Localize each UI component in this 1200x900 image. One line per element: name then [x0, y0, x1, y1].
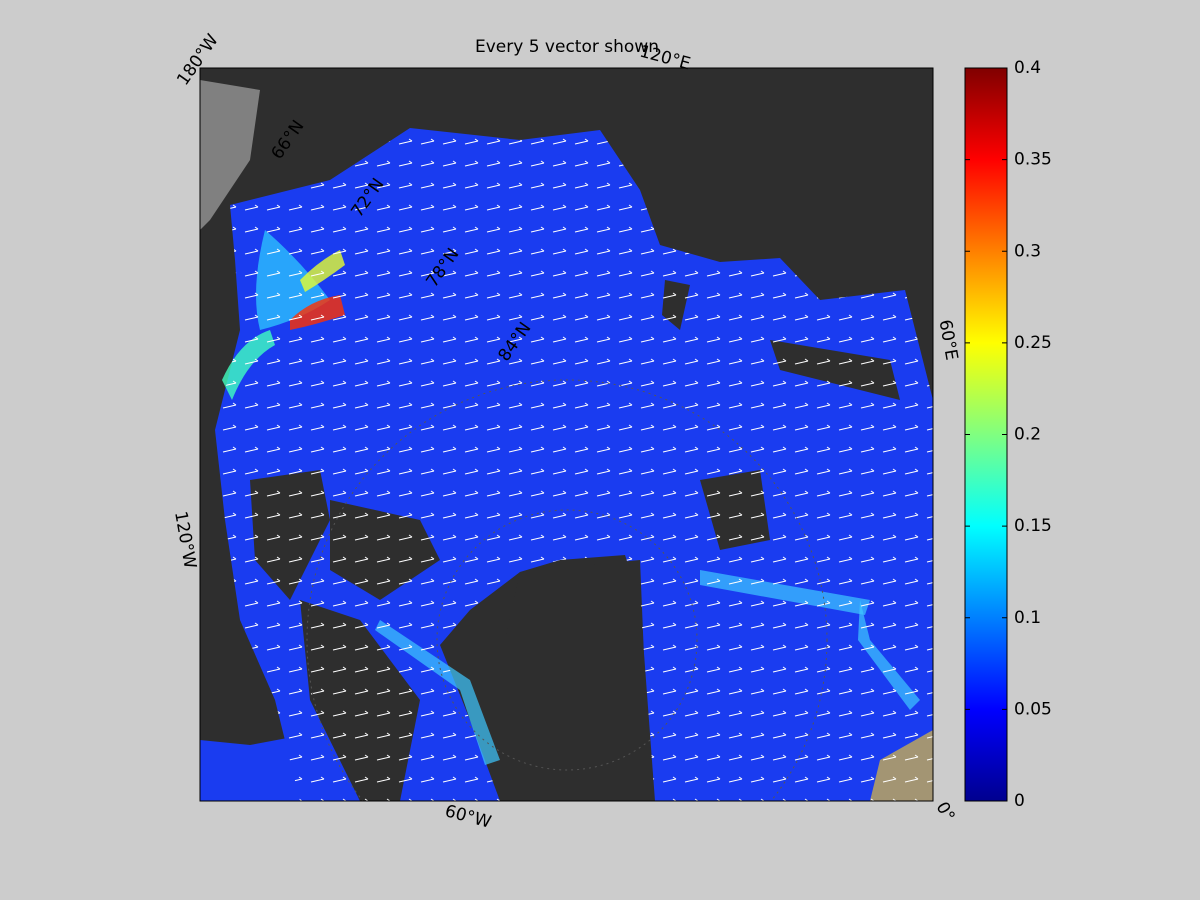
- colorbar-tick-label: 0.3: [1014, 241, 1041, 261]
- colorbar-tick-label: 0.1: [1014, 608, 1041, 628]
- colorbar-tick-label: 0.4: [1014, 58, 1041, 78]
- plot-frame: [199, 67, 934, 802]
- graticule: [306, 379, 828, 801]
- outside-domain: [200, 80, 260, 230]
- title: Every 5 vector shown: [475, 37, 659, 57]
- lon-label: 60°E: [935, 318, 962, 362]
- velocity-vectors: [215, 128, 933, 801]
- colorbar-tick-label: 0.25: [1014, 333, 1052, 353]
- lon-label: 60°W: [443, 801, 494, 833]
- colorbar-tick-label: 0.15: [1014, 516, 1052, 536]
- lon-label: 0°: [932, 799, 959, 826]
- colorbar-tick-label: 0.05: [1014, 699, 1052, 719]
- colorbar-tick-label: 0: [1014, 791, 1025, 811]
- lon-label: 120°W: [170, 510, 200, 571]
- colorbar-tick-label: 0.35: [1014, 150, 1052, 170]
- colorbar: [964, 67, 1008, 802]
- greenland: [505, 560, 650, 801]
- graticule: [436, 509, 698, 771]
- map: [200, 68, 933, 801]
- colorbar-tick-label: 0.2: [1014, 425, 1041, 445]
